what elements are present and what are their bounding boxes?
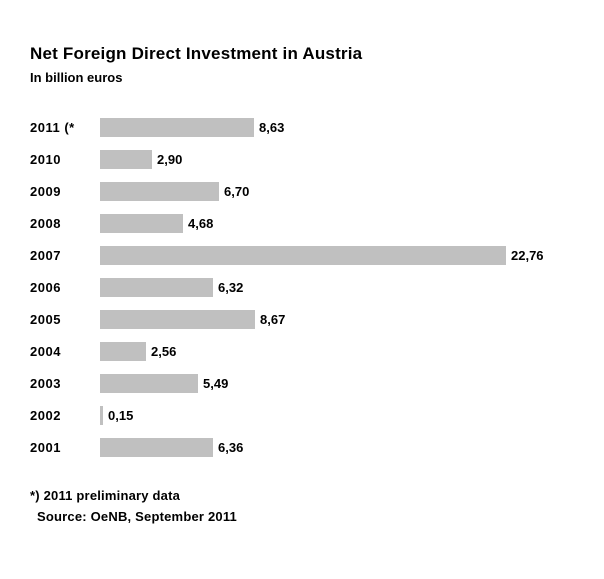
bar bbox=[100, 277, 213, 297]
bar-track: 6,70 bbox=[100, 175, 576, 207]
bar-track: 5,49 bbox=[100, 367, 576, 399]
bar bbox=[100, 245, 506, 265]
bar-value-label: 6,36 bbox=[218, 439, 244, 455]
bar-row: 2011 (* 8,63 bbox=[30, 111, 576, 143]
bar bbox=[100, 117, 254, 137]
bar-value-label: 8,63 bbox=[259, 119, 285, 135]
bar-value-label: 4,68 bbox=[188, 215, 214, 231]
bar-category-label: 2003 bbox=[30, 375, 61, 391]
bar-value-label: 8,67 bbox=[260, 311, 286, 327]
bar-row: 2009 6,70 bbox=[30, 175, 576, 207]
bar-track: 6,36 bbox=[100, 431, 576, 463]
bar-value-label: 2,56 bbox=[151, 343, 177, 359]
bar-category-label: 2007 bbox=[30, 247, 61, 263]
bar-category-label: 2002 bbox=[30, 407, 61, 423]
bar-track: 0,15 bbox=[100, 399, 576, 431]
bar bbox=[100, 405, 103, 425]
bar-row: 2004 2,56 bbox=[30, 335, 576, 367]
bar-rows: 2011 (* 8,63 2010 2,90 2009 6,70 2008 4,68 2007 2… bbox=[30, 111, 576, 463]
footnote-preliminary: *) 2011 preliminary data bbox=[30, 488, 181, 503]
bar-row: 2007 22,76 bbox=[30, 239, 576, 271]
bar-value-label: 6,70 bbox=[224, 183, 250, 199]
bar-row: 2008 4,68 bbox=[30, 207, 576, 239]
bar-category-label: 2009 bbox=[30, 183, 61, 199]
bar-category-label: 2004 bbox=[30, 343, 61, 359]
bar-value-label: 2,90 bbox=[157, 151, 183, 167]
bar-track: 2,56 bbox=[100, 335, 576, 367]
bar-track: 22,76 bbox=[100, 239, 576, 271]
bar bbox=[100, 341, 146, 361]
bar-category-label: 2006 bbox=[30, 279, 61, 295]
bar-value-label: 22,76 bbox=[511, 247, 544, 263]
bar-track: 4,68 bbox=[100, 207, 576, 239]
bar-row: 2002 0,15 bbox=[30, 399, 576, 431]
bar-value-label: 5,49 bbox=[203, 375, 229, 391]
bar-category-label: 2001 bbox=[30, 439, 61, 455]
bar bbox=[100, 213, 183, 233]
bar bbox=[100, 149, 152, 169]
bar-category-label: 2008 bbox=[30, 215, 61, 231]
chart-title: Net Foreign Direct Investment in Austria bbox=[30, 44, 363, 63]
bar-value-label: 0,15 bbox=[108, 407, 134, 423]
bar-row: 2003 5,49 bbox=[30, 367, 576, 399]
bar-track: 6,32 bbox=[100, 271, 576, 303]
bar-category-label: 2010 bbox=[30, 151, 61, 167]
bar-track: 8,67 bbox=[100, 303, 576, 335]
bar-track: 8,63 bbox=[100, 111, 576, 143]
bar-row: 2006 6,32 bbox=[30, 271, 576, 303]
bar bbox=[100, 437, 213, 457]
bar-row: 2001 6,36 bbox=[30, 431, 576, 463]
footnotes: *) 2011 preliminary data Source: OeNB, S… bbox=[30, 485, 576, 527]
bar-value-label: 6,32 bbox=[218, 279, 244, 295]
footnote-source: Source: OeNB, September 2011 bbox=[37, 509, 237, 524]
bar bbox=[100, 373, 198, 393]
bar bbox=[100, 309, 255, 329]
bar-category-label: 2011 (* bbox=[30, 119, 75, 135]
bar-row: 2005 8,67 bbox=[30, 303, 576, 335]
bar-category-label: 2005 bbox=[30, 311, 61, 327]
bar-track: 2,90 bbox=[100, 143, 576, 175]
bar-row: 2010 2,90 bbox=[30, 143, 576, 175]
bar bbox=[100, 181, 219, 201]
chart-subtitle: In billion euros bbox=[30, 70, 123, 85]
